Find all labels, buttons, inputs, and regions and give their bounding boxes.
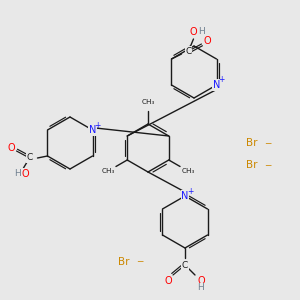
Text: +: + [94,121,101,130]
Text: +: + [218,76,225,85]
Text: O: O [22,169,29,179]
Text: N: N [89,125,96,135]
Text: H: H [198,28,205,37]
Text: H: H [14,169,21,178]
Text: CH₃: CH₃ [141,99,155,105]
Text: H: H [198,284,204,292]
Text: −: − [262,139,272,148]
Text: −: − [262,160,272,169]
Text: O: O [8,143,15,153]
Text: O: O [190,27,197,37]
Text: −: − [134,257,144,266]
Text: N: N [181,191,189,201]
Text: C: C [185,46,192,56]
Text: C: C [182,260,188,269]
Text: CH₃: CH₃ [181,168,194,174]
Text: Br: Br [246,138,257,148]
Text: Br: Br [118,257,130,267]
Text: +: + [187,187,193,196]
Text: N: N [213,80,220,90]
Text: O: O [164,276,172,286]
Text: CH₃: CH₃ [101,168,115,174]
Text: Br: Br [246,160,257,170]
Text: O: O [204,36,211,46]
Text: C: C [26,154,33,163]
Text: O: O [197,276,205,286]
